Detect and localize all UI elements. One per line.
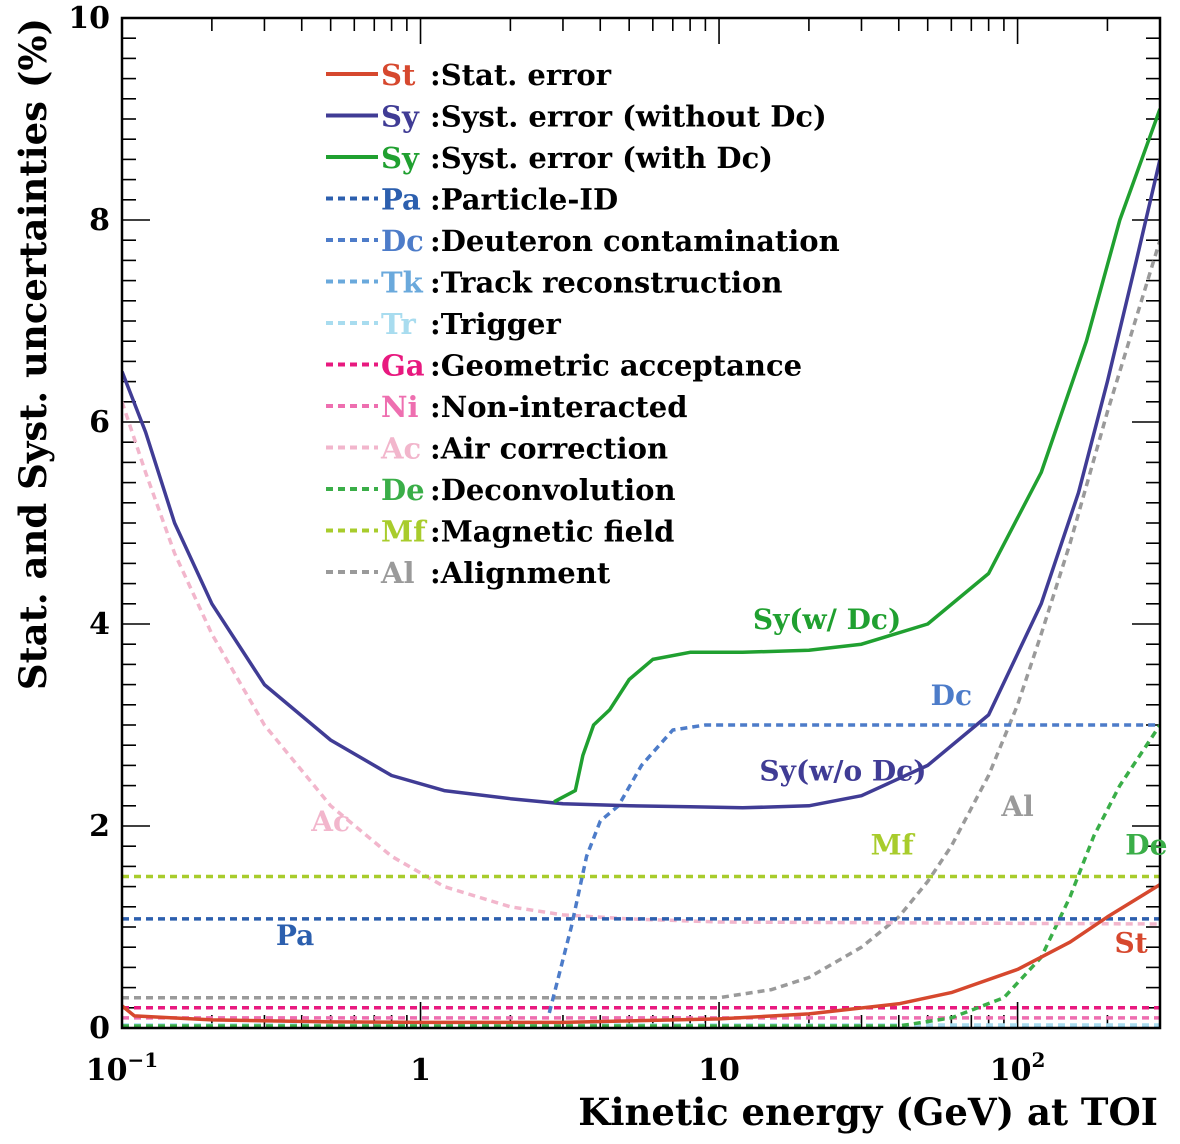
legend-label: :Stat. error bbox=[430, 58, 612, 92]
annotation-sy: Sy(w/o Dc) bbox=[759, 755, 926, 788]
legend-abbr: Dc bbox=[381, 224, 424, 258]
legend-item: St :Stat. error bbox=[326, 58, 612, 92]
x-tick-label: 102 bbox=[990, 1048, 1046, 1088]
legend-abbr: Ni bbox=[381, 390, 419, 424]
y-tick-label: 0 bbox=[89, 1011, 110, 1046]
annotation-mf: Mf bbox=[871, 828, 916, 861]
legend-abbr: Mf bbox=[381, 515, 428, 549]
x-axis-label: Kinetic energy (GeV) at TOI bbox=[578, 1090, 1158, 1134]
legend-label: :Deconvolution bbox=[430, 473, 676, 507]
y-axis-label: Stat. and Syst. uncertainties (%) bbox=[11, 18, 55, 690]
series-line-al bbox=[122, 239, 1160, 1000]
y-tick-label: 10 bbox=[68, 1, 110, 36]
legend-item: Ac :Air correction bbox=[326, 432, 668, 466]
annotation-dc: Dc bbox=[931, 679, 972, 712]
series-line-st bbox=[122, 883, 1160, 1025]
y-tick-label: 6 bbox=[89, 405, 110, 440]
legend-abbr: Sy bbox=[381, 100, 420, 134]
legend-item: Al :Alignment bbox=[326, 556, 611, 590]
legend-abbr: Al bbox=[380, 556, 415, 590]
legend-label: :Particle-ID bbox=[430, 183, 618, 217]
legend-item: Pa :Particle-ID bbox=[326, 183, 618, 217]
x-tick-label: 1 bbox=[410, 1053, 431, 1088]
legend-label: :Trigger bbox=[430, 307, 561, 341]
tick-labels-layer: 10−1 1 10 102 0 2 4 6 8 10 bbox=[68, 1, 1045, 1088]
annotation-al: Al bbox=[1000, 790, 1033, 823]
series-line-sy bbox=[122, 159, 1160, 810]
annotation-pa: Pa bbox=[276, 919, 314, 952]
annotation-ac: Ac bbox=[310, 805, 350, 838]
legend-label: :Track reconstruction bbox=[430, 266, 783, 300]
legend-abbr: Ga bbox=[381, 349, 425, 383]
legend-label: :Syst. error (without Dc) bbox=[430, 100, 827, 134]
legend-label: :Alignment bbox=[430, 556, 611, 590]
series-line-sydc bbox=[553, 108, 1160, 804]
annotation-st: St bbox=[1114, 926, 1147, 959]
legend-item: Ni :Non-interacted bbox=[326, 390, 687, 424]
annotation-sydc: Sy(w/ Dc) bbox=[753, 603, 901, 636]
legend-abbr: Tr bbox=[381, 307, 416, 341]
legend-item: Ga:Geometric acceptance bbox=[326, 349, 802, 383]
legend-label: :Air correction bbox=[430, 432, 668, 466]
annotations-layer: St Sy(w/o Dc) Sy(w/ Dc) Pa Dc Ac De Mf Al bbox=[276, 603, 1168, 959]
legend-abbr: St bbox=[381, 58, 416, 92]
y-tick-label: 2 bbox=[89, 809, 110, 844]
legend-item: De:Deconvolution bbox=[326, 473, 676, 507]
legend-label: :Deuteron contamination bbox=[430, 224, 840, 258]
legend-item: Tr :Trigger bbox=[326, 307, 561, 341]
legend-item: Sy :Syst. error (with Dc) bbox=[326, 141, 773, 175]
legend-label: :Syst. error (with Dc) bbox=[430, 141, 773, 175]
series-layer bbox=[122, 108, 1160, 1028]
y-tick-label: 8 bbox=[89, 203, 110, 238]
legend-label: :Non-interacted bbox=[430, 390, 687, 424]
legend-label: :Geometric acceptance bbox=[430, 349, 802, 383]
legend-abbr: Pa bbox=[381, 183, 421, 217]
legend-item: Sy :Syst. error (without Dc) bbox=[326, 100, 827, 134]
legend-item: Mf:Magnetic field bbox=[326, 515, 674, 549]
legend: St :Stat. error Sy :Syst. error (without Dc… bbox=[326, 58, 840, 590]
annotation-de: De bbox=[1125, 828, 1167, 861]
legend-item: Tk:Track reconstruction bbox=[326, 266, 783, 300]
plot-frame bbox=[120, 16, 1162, 1030]
legend-abbr: De bbox=[381, 473, 425, 507]
series-line-ac bbox=[122, 401, 1160, 926]
legend-abbr: Ac bbox=[380, 432, 421, 466]
legend-abbr: Tk bbox=[381, 266, 424, 300]
x-tick-label: 10−1 bbox=[86, 1048, 158, 1088]
legend-item: Dc:Deuteron contamination bbox=[326, 224, 840, 258]
legend-label: :Magnetic field bbox=[430, 515, 674, 549]
y-tick-label: 4 bbox=[89, 607, 110, 642]
legend-abbr: Sy bbox=[381, 141, 420, 175]
x-tick-label: 10 bbox=[698, 1053, 740, 1088]
